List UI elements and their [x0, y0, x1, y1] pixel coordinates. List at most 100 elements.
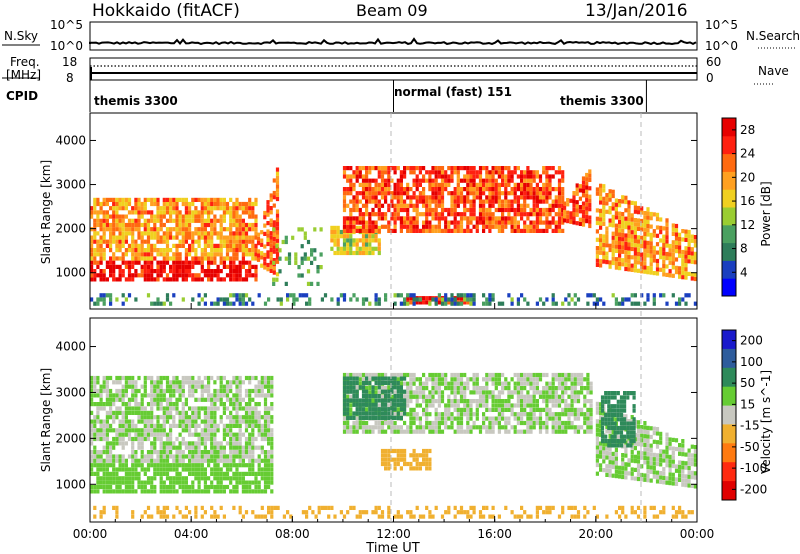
- heatmap-cell: [374, 228, 378, 233]
- heatmap-cell: [561, 216, 565, 221]
- heatmap-cell: [482, 228, 486, 233]
- heatmap-cell: [437, 377, 441, 382]
- heatmap-cell: [222, 402, 226, 407]
- heatmap-cell: [361, 398, 366, 403]
- heatmap-cell: [134, 222, 138, 228]
- heatmap-cell: [422, 394, 426, 399]
- heatmap-cell: [532, 195, 536, 200]
- heatmap-cell: [542, 220, 546, 225]
- heatmap-cell: [175, 423, 179, 428]
- heatmap-cell: [447, 166, 451, 171]
- heatmap-cell: [608, 218, 612, 223]
- heatmap-cell: [216, 393, 220, 398]
- heatmap-cell: [456, 187, 460, 192]
- heatmap-cell: [272, 249, 276, 254]
- heatmap-cell: [213, 273, 217, 278]
- heatmap-cell: [516, 199, 520, 204]
- heatmap-cell: [266, 241, 270, 247]
- heatmap-cell: [576, 390, 581, 395]
- heatmap-cell: [222, 260, 226, 265]
- heatmap-cell: [365, 380, 369, 386]
- heatmap-cell: [466, 166, 470, 171]
- heatmap-cell: [614, 227, 618, 232]
- heatmap-cell: [618, 199, 622, 204]
- heatmap-cell: [399, 224, 403, 229]
- heatmap-cell: [554, 187, 558, 192]
- heatmap-cell: [156, 471, 160, 476]
- heatmap-cell: [118, 393, 122, 398]
- heatmap-cell: [595, 445, 599, 450]
- heatmap-cell: [257, 293, 261, 298]
- heatmap-cell: [393, 385, 397, 390]
- heatmap-cell: [671, 231, 675, 236]
- heatmap-cell: [621, 241, 625, 246]
- heatmap-cell: [575, 187, 579, 192]
- heatmap-cell: [93, 375, 97, 381]
- heatmap-cell: [368, 301, 372, 306]
- heatmap-cell: [272, 178, 276, 183]
- heatmap-cell: [191, 375, 195, 381]
- heatmap-cell: [472, 372, 476, 378]
- heatmap-cell: [191, 197, 195, 202]
- heatmap-cell: [229, 489, 233, 494]
- heatmap-cell: [440, 195, 445, 200]
- heatmap-cell: [390, 415, 394, 420]
- heatmap-cell: [520, 207, 524, 213]
- heatmap-cell: [384, 187, 388, 192]
- heatmap-cell: [491, 187, 495, 192]
- heatmap-cell: [165, 252, 170, 257]
- heatmap-cell: [270, 402, 274, 407]
- heatmap-cell: [463, 187, 467, 192]
- heatmap-cell: [181, 264, 185, 269]
- heatmap-cell: [115, 277, 119, 282]
- heatmap-cell: [390, 191, 394, 196]
- heatmap-cell: [175, 410, 179, 415]
- heatmap-cell: [456, 212, 460, 217]
- heatmap-cell: [162, 467, 166, 472]
- heatmap-cell: [548, 224, 552, 229]
- heatmap-cell: [428, 182, 432, 187]
- heatmap-cell: [109, 410, 113, 415]
- heatmap-cell: [586, 293, 590, 298]
- heatmap-cell: [203, 450, 207, 455]
- heatmap-cell: [169, 397, 173, 402]
- heatmap-cell: [112, 210, 116, 215]
- heatmap-cell: [210, 441, 214, 446]
- heatmap-cell: [602, 411, 606, 416]
- heatmap-cell: [210, 273, 214, 278]
- heatmap-cell: [112, 428, 116, 433]
- heatmap-cell: [203, 432, 207, 437]
- heatmap-cell: [566, 219, 570, 224]
- heatmap-cell: [475, 372, 479, 378]
- heatmap-cell: [665, 239, 669, 244]
- heatmap-cell: [453, 381, 457, 386]
- heatmap-cell: [248, 201, 252, 207]
- heatmap-cell: [463, 429, 467, 434]
- heatmap-cell: [523, 170, 527, 175]
- heatmap-cell: [207, 273, 211, 278]
- heatmap-cell: [352, 372, 356, 378]
- heatmap-cell: [99, 273, 103, 278]
- heatmap-cell: [526, 394, 530, 399]
- heatmap-cell: [263, 467, 268, 472]
- heatmap-cell: [422, 187, 426, 192]
- heatmap-cell: [99, 428, 103, 433]
- heatmap-cell: [210, 269, 214, 274]
- heatmap-cell: [222, 375, 226, 381]
- heatmap-cell: [219, 415, 223, 420]
- heatmap-cell: [143, 393, 147, 398]
- heatmap-cell: [184, 402, 188, 407]
- heatmap-cell: [178, 480, 182, 485]
- heatmap-cell: [437, 199, 441, 204]
- heatmap-cell: [254, 388, 258, 394]
- heatmap-cell: [513, 425, 517, 430]
- heatmap-cell: [124, 222, 128, 228]
- heatmap-cell: [203, 419, 207, 424]
- heatmap-cell: [188, 454, 192, 459]
- heatmap-cell: [374, 372, 378, 378]
- heatmap-cell: [93, 210, 97, 215]
- heatmap-cell: [188, 264, 192, 269]
- heatmap-cell: [216, 458, 220, 463]
- heatmap-cell: [523, 187, 527, 192]
- heatmap-cell: [649, 253, 653, 258]
